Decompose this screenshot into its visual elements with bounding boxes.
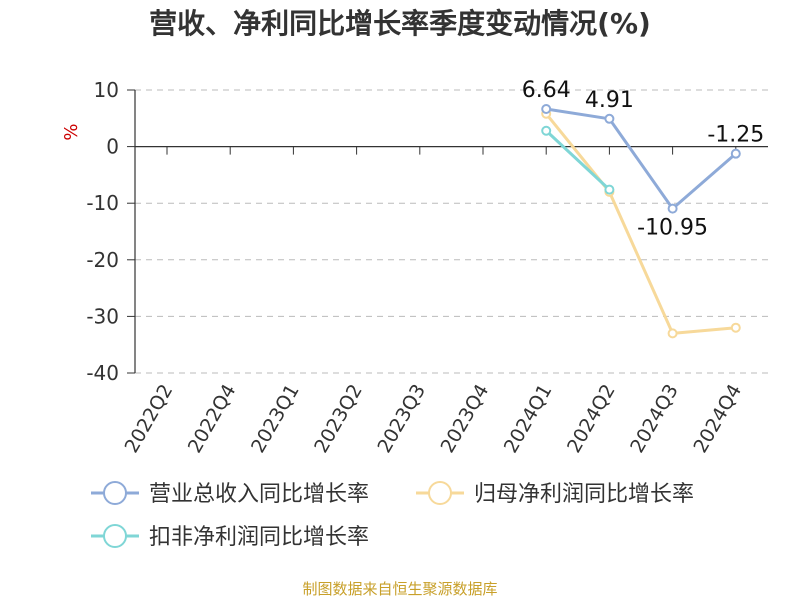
y-tick-label: -20 xyxy=(86,248,119,272)
x-tick-label: 2024Q2 xyxy=(563,381,620,457)
chart-title: 营收、净利同比增长率季度变动情况(%) xyxy=(149,7,651,40)
legend-label: 归母净利润同比增长率 xyxy=(474,482,694,507)
axes xyxy=(134,90,768,373)
x-tick-label: 2024Q4 xyxy=(689,381,746,457)
x-tick-label: 2022Q2 xyxy=(121,381,178,457)
data-label: -1.25 xyxy=(707,123,764,148)
grid-lines xyxy=(127,89,768,374)
data-point xyxy=(541,104,552,115)
y-tick-label: 0 xyxy=(106,135,119,159)
data-point xyxy=(667,328,678,339)
source-note: 制图数据来自恒生聚源数据库 xyxy=(302,580,498,598)
x-tick-label: 2023Q4 xyxy=(437,381,494,457)
data-label: -10.95 xyxy=(637,216,708,241)
y-tick-label: -10 xyxy=(86,191,119,215)
y-tick-label: -40 xyxy=(86,361,119,385)
series-line xyxy=(545,107,737,211)
data-point xyxy=(667,203,678,214)
data-point xyxy=(541,125,552,136)
x-tick-label: 2024Q3 xyxy=(626,381,683,457)
data-point xyxy=(604,113,615,124)
series-line xyxy=(545,129,611,191)
y-axis-label: % xyxy=(61,123,82,140)
x-tick-label: 2024Q1 xyxy=(500,381,557,457)
x-tick-label: 2022Q4 xyxy=(184,381,241,457)
legend-marker xyxy=(103,524,127,548)
x-tick-label: 2023Q2 xyxy=(310,381,367,457)
data-point xyxy=(730,322,741,333)
series-lines xyxy=(541,104,741,339)
legend-marker xyxy=(428,481,452,505)
legend-label: 营业总收入同比增长率 xyxy=(149,482,369,507)
data-point xyxy=(730,148,741,159)
x-tick-labels: 2022Q2 2022Q4 2023Q1 2023Q2 2023Q3 2023Q4 2024… xyxy=(121,381,747,457)
x-tick-label: 2023Q3 xyxy=(373,381,430,457)
data-label: 6.64 xyxy=(522,78,571,103)
y-tick-label: 10 xyxy=(94,78,119,102)
y-tick-labels: 10 0 -10 -20 -30 -40 xyxy=(86,78,119,385)
x-tick-label: 2023Q1 xyxy=(247,381,304,457)
legend-marker xyxy=(103,481,127,505)
y-tick-label: -30 xyxy=(86,304,119,328)
data-label: 4.91 xyxy=(585,88,634,113)
data-labels: 6.64 4.91 -10.95 -1.25 xyxy=(522,78,765,241)
legend-label: 扣非净利润同比增长率 xyxy=(149,525,369,550)
series-line xyxy=(545,112,736,335)
data-point xyxy=(604,184,615,195)
